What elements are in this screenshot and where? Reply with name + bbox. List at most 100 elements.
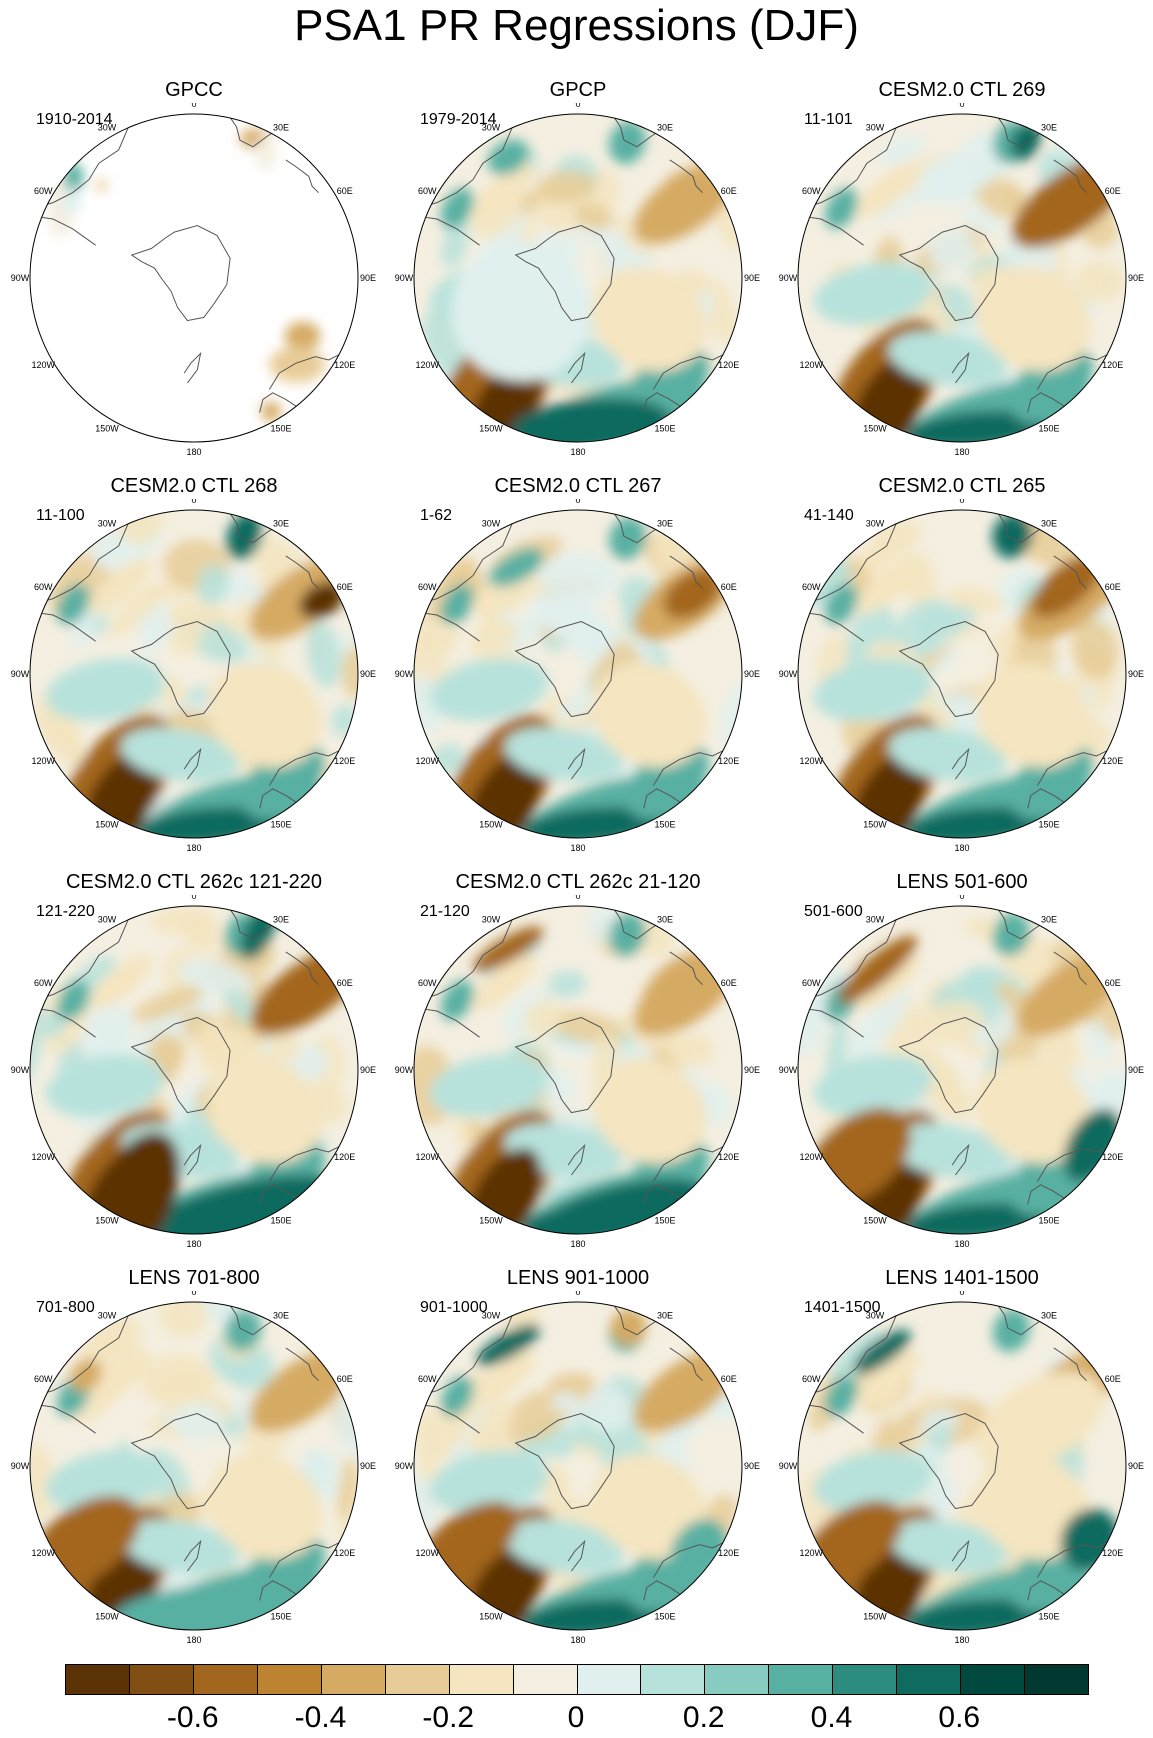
panel-title: GPCP bbox=[549, 79, 607, 101]
coastline-segment bbox=[229, 513, 277, 544]
field-texture bbox=[536, 170, 597, 204]
longitude-label: 120W bbox=[32, 1548, 56, 1558]
colorbar-swatch bbox=[321, 1665, 386, 1694]
longitude-label: 60W bbox=[802, 186, 821, 196]
polar-map: 0 30E 60E 90E 120E 150E 180 150W 120W 90W 60W 30W bbox=[395, 103, 760, 457]
longitude-label: 120W bbox=[416, 360, 440, 370]
longitude-label: 30E bbox=[1041, 1310, 1057, 1320]
longitude-label: 30W bbox=[98, 1310, 117, 1320]
longitude-label: 60W bbox=[34, 582, 53, 592]
anomaly-region bbox=[975, 662, 1091, 768]
longitude-label: 60E bbox=[337, 1374, 353, 1384]
precip-field bbox=[30, 1302, 358, 1630]
map-panel: CESM2.0 CTL 262c 121-220 0 30E 60E 90E 120E 15… bbox=[2, 870, 386, 1265]
panel-title: GPCC bbox=[165, 79, 223, 101]
anomaly-region bbox=[126, 1175, 340, 1234]
coastline-segment bbox=[567, 351, 586, 384]
panel-title: CESM2.0 CTL 267 bbox=[494, 475, 662, 497]
longitude-label: 60E bbox=[1105, 1374, 1121, 1384]
year-range-label: 1401-1500 bbox=[804, 1299, 881, 1316]
polar-map: 0 30E 60E 90E 120E 150E 180 150W 120W 90W 60W 30W bbox=[11, 895, 376, 1249]
field-texture bbox=[472, 1399, 513, 1461]
longitude-label: 90W bbox=[779, 1065, 798, 1075]
anomaly-region bbox=[451, 240, 592, 381]
field-texture bbox=[337, 1456, 357, 1520]
map-boundary bbox=[797, 1301, 1127, 1631]
anomaly-region bbox=[207, 1058, 323, 1164]
field-texture bbox=[1071, 618, 1119, 680]
coastline-segment bbox=[414, 118, 523, 210]
coastline-segment bbox=[613, 909, 661, 940]
coastline-segment bbox=[951, 1539, 970, 1572]
year-range-label: 121-220 bbox=[36, 903, 95, 920]
colorbar-swatch bbox=[833, 1665, 898, 1694]
longitude-label: 60E bbox=[721, 186, 737, 196]
longitude-label: 90W bbox=[11, 273, 30, 283]
colorbar-tick-label: -0.2 bbox=[422, 1701, 475, 1734]
coastline-segment bbox=[285, 1347, 319, 1382]
antarctica-coast bbox=[898, 224, 999, 322]
field-texture bbox=[341, 646, 358, 698]
longitude-label: 30E bbox=[657, 1310, 673, 1320]
precip-field bbox=[414, 1302, 742, 1630]
anomaly-region bbox=[473, 926, 544, 972]
precip-field bbox=[798, 906, 1126, 1234]
field-texture bbox=[1074, 260, 1125, 303]
anomaly-region bbox=[1010, 122, 1042, 161]
longitude-label: 0 bbox=[959, 103, 964, 109]
field-texture bbox=[414, 1406, 459, 1464]
longitude-label: 60E bbox=[337, 582, 353, 592]
longitude-label: 30W bbox=[98, 122, 117, 132]
longitude-label: 120E bbox=[334, 756, 355, 766]
colorbar-swatch bbox=[385, 1665, 450, 1694]
map-boundary bbox=[29, 1301, 359, 1631]
coastline-segment bbox=[798, 1306, 907, 1398]
longitude-label: 30E bbox=[1041, 518, 1057, 528]
precip-field bbox=[30, 906, 358, 1234]
longitude-label: 60W bbox=[802, 582, 821, 592]
longitude-label: 60W bbox=[34, 1374, 53, 1384]
antarctica-coast bbox=[130, 1016, 231, 1114]
field-texture bbox=[879, 135, 925, 165]
longitude-label: 120W bbox=[416, 1152, 440, 1162]
longitude-label: 30W bbox=[482, 914, 501, 924]
year-range-label: 901-1000 bbox=[420, 1299, 488, 1316]
anomaly-region bbox=[504, 1519, 624, 1575]
anomaly-region bbox=[888, 331, 1008, 387]
longitude-label: 0 bbox=[191, 499, 196, 505]
longitude-label: 30E bbox=[273, 1310, 289, 1320]
anomaly-region bbox=[813, 1450, 933, 1514]
coastline-segment bbox=[183, 351, 202, 384]
anomaly-region bbox=[824, 188, 858, 229]
anomaly-region bbox=[472, 1350, 537, 1406]
longitude-label: 60E bbox=[721, 582, 737, 592]
coastline-segment bbox=[30, 514, 139, 606]
anomaly-region bbox=[504, 727, 624, 783]
anomaly-region bbox=[856, 162, 921, 218]
anomaly-region bbox=[975, 266, 1091, 372]
longitude-label: 150E bbox=[270, 424, 291, 434]
longitude-label: 60E bbox=[721, 978, 737, 988]
field-texture bbox=[1098, 1071, 1126, 1109]
field-texture bbox=[500, 1302, 540, 1336]
longitude-label: 90W bbox=[395, 273, 414, 283]
field-texture bbox=[913, 1001, 984, 1047]
coastline-segment bbox=[567, 747, 586, 780]
polar-map: 0 30E 60E 90E 120E 150E 180 150W 120W 90W 60W 30W bbox=[395, 499, 760, 853]
field-texture bbox=[527, 1409, 566, 1441]
antarctica-coast bbox=[130, 224, 231, 322]
field-texture bbox=[508, 604, 558, 652]
anomaly-region bbox=[640, 951, 717, 1020]
field-texture bbox=[798, 1001, 826, 1056]
map-panel: CESM2.0 CTL 262c 21-120 0 30E 60E 90E 120E 150… bbox=[386, 870, 770, 1265]
longitude-label: 30E bbox=[657, 518, 673, 528]
anomaly-region bbox=[976, 1371, 1104, 1471]
antarctica-coast bbox=[130, 620, 231, 718]
longitude-label: 0 bbox=[575, 1291, 580, 1297]
colorbar-tick-label: -0.6 bbox=[166, 1701, 219, 1734]
coastline-segment bbox=[798, 118, 907, 210]
longitude-label: 90E bbox=[744, 273, 760, 283]
field-texture bbox=[569, 219, 627, 252]
coastlines bbox=[30, 117, 355, 413]
coastline-segment bbox=[613, 117, 661, 148]
